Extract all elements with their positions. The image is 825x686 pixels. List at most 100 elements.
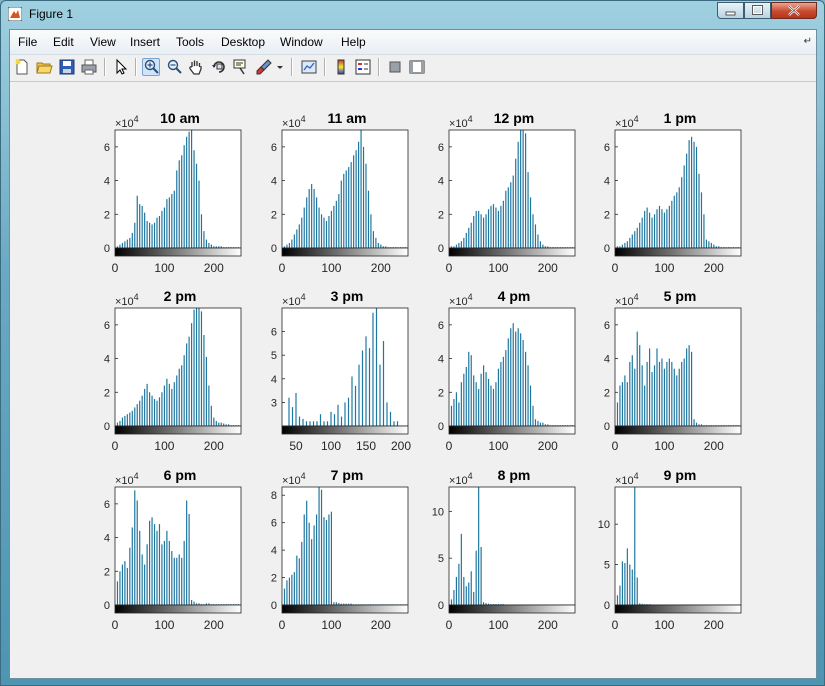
histogram-subplot[interactable]: 0 2 4 6 0 100 200 ×104 10 am bbox=[104, 110, 242, 275]
x-tick-label: 200 bbox=[704, 618, 724, 632]
histogram-subplot[interactable]: 0 2 4 6 8 0 100 200 ×104 7 pm bbox=[271, 467, 409, 632]
axes-background bbox=[282, 130, 408, 248]
y-tick-label: 6 bbox=[438, 142, 444, 154]
histogram-subplot[interactable]: 0 2 4 6 0 100 200 ×104 6 pm bbox=[104, 467, 242, 632]
histogram-subplot[interactable]: 0 2 4 6 0 100 200 ×104 5 pm bbox=[604, 288, 742, 453]
figure-toolbar bbox=[10, 55, 816, 82]
axes-background bbox=[449, 487, 575, 605]
x-tick-label: 200 bbox=[538, 261, 558, 275]
rotate-3d-icon[interactable] bbox=[210, 58, 228, 76]
histogram-subplot[interactable]: 0 2 4 6 0 100 200 ×104 4 pm bbox=[438, 288, 576, 453]
insert-colorbar-icon[interactable] bbox=[332, 58, 350, 76]
intensity-colorbar bbox=[614, 247, 742, 257]
y-tick-label: 6 bbox=[438, 320, 444, 332]
y-tick-label: 2 bbox=[271, 209, 277, 221]
close-button[interactable] bbox=[771, 2, 817, 19]
maximize-button[interactable] bbox=[744, 2, 771, 19]
intensity-colorbar bbox=[614, 425, 742, 435]
menu-insert[interactable]: Insert bbox=[130, 35, 161, 49]
y-tick-label: 6 bbox=[604, 320, 610, 332]
axes-background bbox=[449, 308, 575, 426]
show-plot-tools-icon[interactable] bbox=[408, 58, 426, 76]
x-tick-label: 0 bbox=[612, 439, 619, 453]
axes-background bbox=[115, 487, 241, 605]
undock-arrow-icon[interactable]: ↵ bbox=[803, 36, 812, 47]
y-exponent-label: ×104 bbox=[615, 114, 639, 130]
menu-desktop[interactable]: Desktop bbox=[221, 35, 266, 49]
menu-window[interactable]: Window bbox=[280, 35, 323, 49]
y-tick-label: 6 bbox=[104, 142, 110, 154]
save-icon[interactable] bbox=[58, 58, 76, 76]
y-tick-label: 6 bbox=[271, 327, 277, 339]
window-title: Figure 1 bbox=[29, 7, 74, 21]
insert-legend-icon[interactable] bbox=[354, 58, 372, 76]
pan-hand-icon[interactable] bbox=[187, 58, 205, 76]
x-tick-label: 0 bbox=[446, 261, 453, 275]
y-tick-label: 0 bbox=[604, 421, 610, 433]
open-file-icon[interactable] bbox=[35, 58, 53, 76]
y-exponent-label: ×104 bbox=[115, 471, 139, 487]
zoom-out-icon[interactable] bbox=[165, 58, 183, 76]
menu-help[interactable]: Help bbox=[341, 35, 366, 49]
title-bar[interactable]: Figure 1 bbox=[1, 1, 824, 29]
intensity-colorbar bbox=[114, 425, 242, 435]
y-tick-label: 10 bbox=[432, 506, 444, 518]
x-tick-label: 200 bbox=[204, 439, 224, 453]
edit-plot-arrow-icon[interactable] bbox=[112, 58, 130, 76]
histogram-subplot[interactable]: 3 4 5 6 50 100 150 200 ×104 3 pm bbox=[271, 288, 411, 453]
y-tick-label: 2 bbox=[104, 387, 110, 399]
new-figure-icon[interactable] bbox=[13, 58, 31, 76]
y-tick-label: 0 bbox=[271, 600, 277, 612]
histogram-subplot[interactable]: 0 2 4 6 0 100 200 ×104 2 pm bbox=[104, 288, 242, 453]
axes-background bbox=[115, 308, 241, 426]
y-tick-label: 6 bbox=[104, 320, 110, 332]
x-tick-label: 200 bbox=[538, 618, 558, 632]
x-tick-label: 0 bbox=[112, 261, 119, 275]
menu-tools[interactable]: Tools bbox=[176, 35, 205, 49]
link-plot-icon[interactable] bbox=[300, 58, 318, 76]
x-tick-label: 200 bbox=[204, 618, 224, 632]
x-tick-label: 0 bbox=[612, 618, 619, 632]
y-tick-label: 2 bbox=[271, 573, 277, 585]
figure-canvas: 0 2 4 6 0 100 200 ×104 10 am 0 2 4 6 0 100 200 ×104 11 am… bbox=[10, 82, 816, 678]
y-tick-label: 4 bbox=[438, 176, 444, 188]
intensity-colorbar bbox=[448, 247, 576, 257]
y-exponent-label: ×104 bbox=[282, 114, 306, 130]
y-tick-label: 10 bbox=[598, 519, 610, 531]
y-tick-label: 4 bbox=[271, 176, 277, 188]
hide-plot-tools-icon[interactable] bbox=[386, 58, 404, 76]
data-cursor-icon[interactable] bbox=[232, 58, 250, 76]
x-tick-label: 100 bbox=[321, 618, 341, 632]
subplot-title: 12 pm bbox=[494, 110, 534, 126]
y-tick-label: 0 bbox=[438, 243, 444, 255]
intensity-colorbar bbox=[114, 604, 242, 614]
x-tick-label: 100 bbox=[654, 261, 674, 275]
x-tick-label: 100 bbox=[488, 439, 508, 453]
zoom-in-icon[interactable] bbox=[142, 58, 160, 76]
brush-dropdown-icon[interactable] bbox=[275, 58, 285, 76]
intensity-colorbar bbox=[448, 604, 576, 614]
menu-file[interactable]: File bbox=[18, 35, 38, 49]
histogram-subplot[interactable]: 0 2 4 6 0 100 200 ×104 12 pm bbox=[438, 110, 576, 275]
y-tick-label: 6 bbox=[104, 499, 110, 511]
x-tick-label: 100 bbox=[154, 618, 174, 632]
menu-edit[interactable]: Edit bbox=[53, 35, 74, 49]
histogram-subplot[interactable]: 0 2 4 6 0 100 200 ×104 1 pm bbox=[604, 110, 742, 275]
axes-background bbox=[615, 130, 741, 248]
toolbar-separator bbox=[324, 58, 326, 76]
menu-view[interactable]: View bbox=[90, 35, 116, 49]
intensity-colorbar bbox=[281, 247, 409, 257]
y-tick-label: 4 bbox=[604, 176, 610, 188]
subplot-title: 11 am bbox=[328, 110, 367, 126]
y-tick-label: 6 bbox=[271, 142, 277, 154]
x-tick-label: 50 bbox=[289, 439, 303, 453]
print-icon[interactable] bbox=[80, 58, 98, 76]
brush-icon[interactable] bbox=[255, 58, 273, 76]
y-exponent-label: ×104 bbox=[282, 471, 306, 487]
minimize-button[interactable] bbox=[717, 2, 744, 19]
x-tick-label: 200 bbox=[391, 439, 411, 453]
histogram-subplot[interactable]: 0 2 4 6 0 100 200 ×104 11 am bbox=[271, 110, 409, 275]
